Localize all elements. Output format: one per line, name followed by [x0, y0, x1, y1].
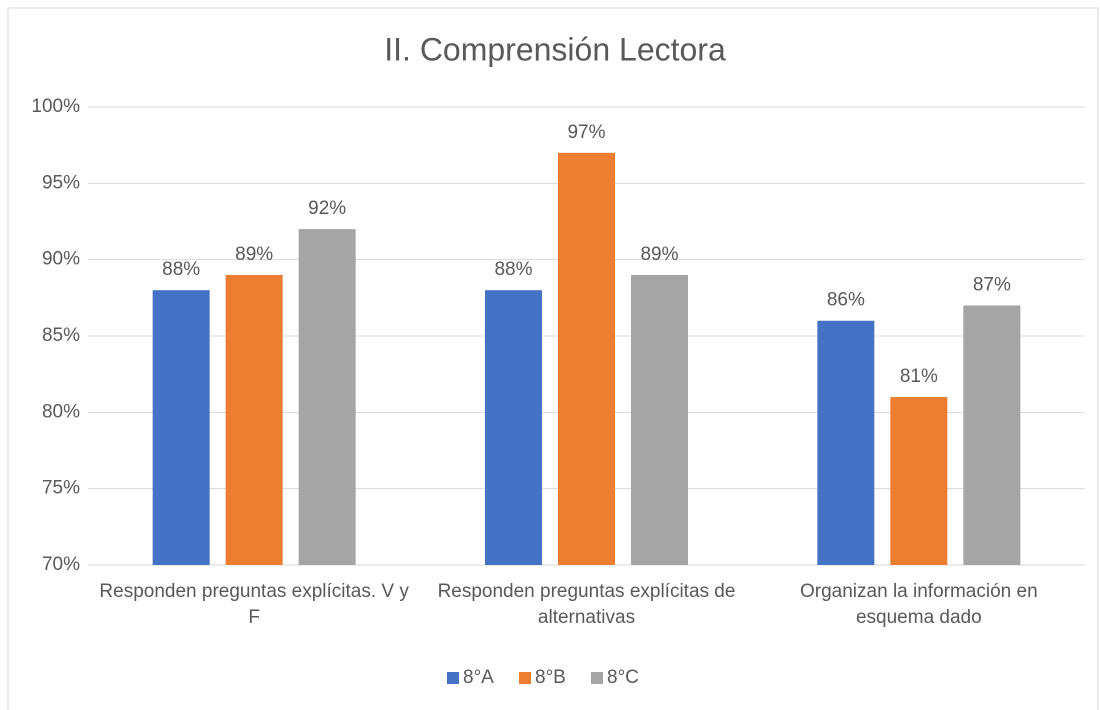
y-tick-label: 100% [31, 96, 80, 117]
data-label: 87% [973, 274, 1011, 295]
data-label: 89% [235, 244, 273, 265]
bar [890, 397, 948, 565]
y-tick-label: 90% [42, 249, 80, 270]
bar [558, 152, 615, 566]
bar [963, 305, 1021, 565]
chart-border [7, 7, 1099, 710]
legend-swatch [591, 672, 603, 684]
bar [225, 274, 283, 565]
legend-label: 8°A [463, 667, 494, 688]
data-label: 92% [308, 198, 346, 219]
bar [298, 229, 356, 565]
legend-label: 8°C [607, 667, 639, 688]
bar [817, 320, 875, 565]
legend-label: 8°B [535, 667, 566, 688]
data-label: 88% [494, 259, 532, 280]
data-label: 86% [827, 290, 865, 311]
legend-swatch [519, 672, 531, 684]
bar [485, 290, 542, 565]
data-label: 88% [162, 259, 200, 280]
data-label: 97% [567, 122, 605, 143]
y-tick-label: 80% [42, 401, 80, 422]
y-tick-label: 85% [42, 325, 80, 346]
y-tick-label: 95% [42, 172, 80, 193]
x-tick-label: Responden preguntas explícitas de altern… [437, 581, 736, 628]
bar [631, 274, 688, 565]
y-tick-label: 70% [42, 554, 80, 575]
chart-title: II. Comprensión Lectora [384, 31, 726, 67]
bar [152, 290, 210, 565]
y-tick-label: 75% [42, 478, 80, 499]
data-label: 81% [900, 366, 938, 387]
x-tick-label: Organizan la información en esquema dado [800, 581, 1038, 628]
data-label: 89% [640, 244, 678, 265]
x-tick-label: Responden preguntas explícitas. V y F [99, 581, 409, 628]
legend-swatch [447, 672, 459, 684]
